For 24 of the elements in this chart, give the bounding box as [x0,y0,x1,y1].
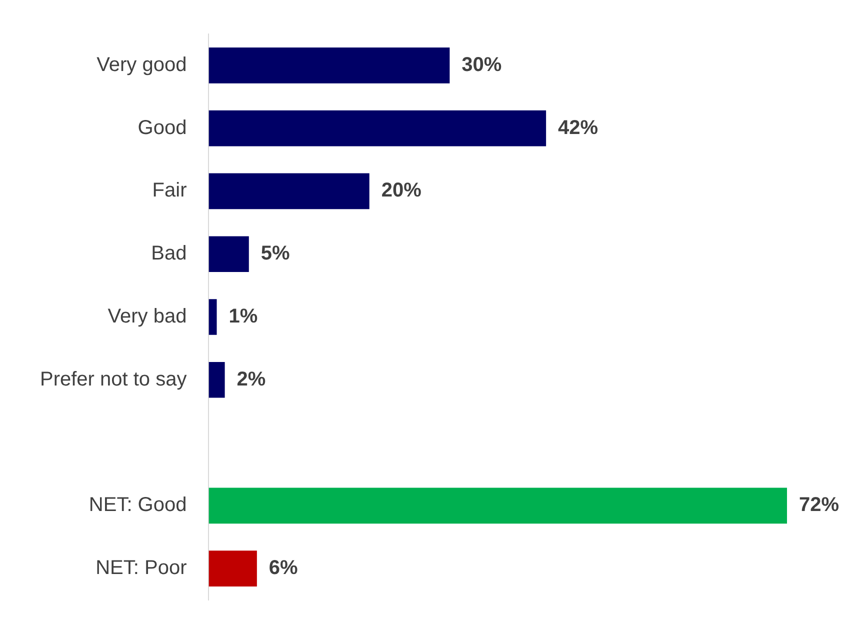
bar [208,173,370,210]
y-tick-label: NET: Good [88,494,187,516]
data-label: 5% [260,242,290,265]
y-tick-label: Prefer not to say [40,368,187,390]
data-label: 42% [558,116,598,139]
data-label: 20% [381,180,422,202]
data-label: 72% [799,494,840,516]
data-label: 2% [236,368,266,390]
y-tick-label: NET: Poor [96,557,188,580]
bar [208,299,217,335]
data-label: 6% [268,557,298,580]
y-tick-label: Good [138,116,187,139]
y-tick-label: Bad [151,242,187,265]
bar [208,236,249,272]
y-tick-label: Very bad [108,306,187,328]
data-label: 1% [228,306,258,328]
bar [208,48,450,84]
bar [208,550,257,586]
bar [208,362,225,398]
bar [208,488,787,524]
data-label: 30% [462,54,502,76]
y-tick-label: Fair [152,180,188,202]
y-tick-label: Very good [96,54,187,76]
bar [208,110,546,146]
